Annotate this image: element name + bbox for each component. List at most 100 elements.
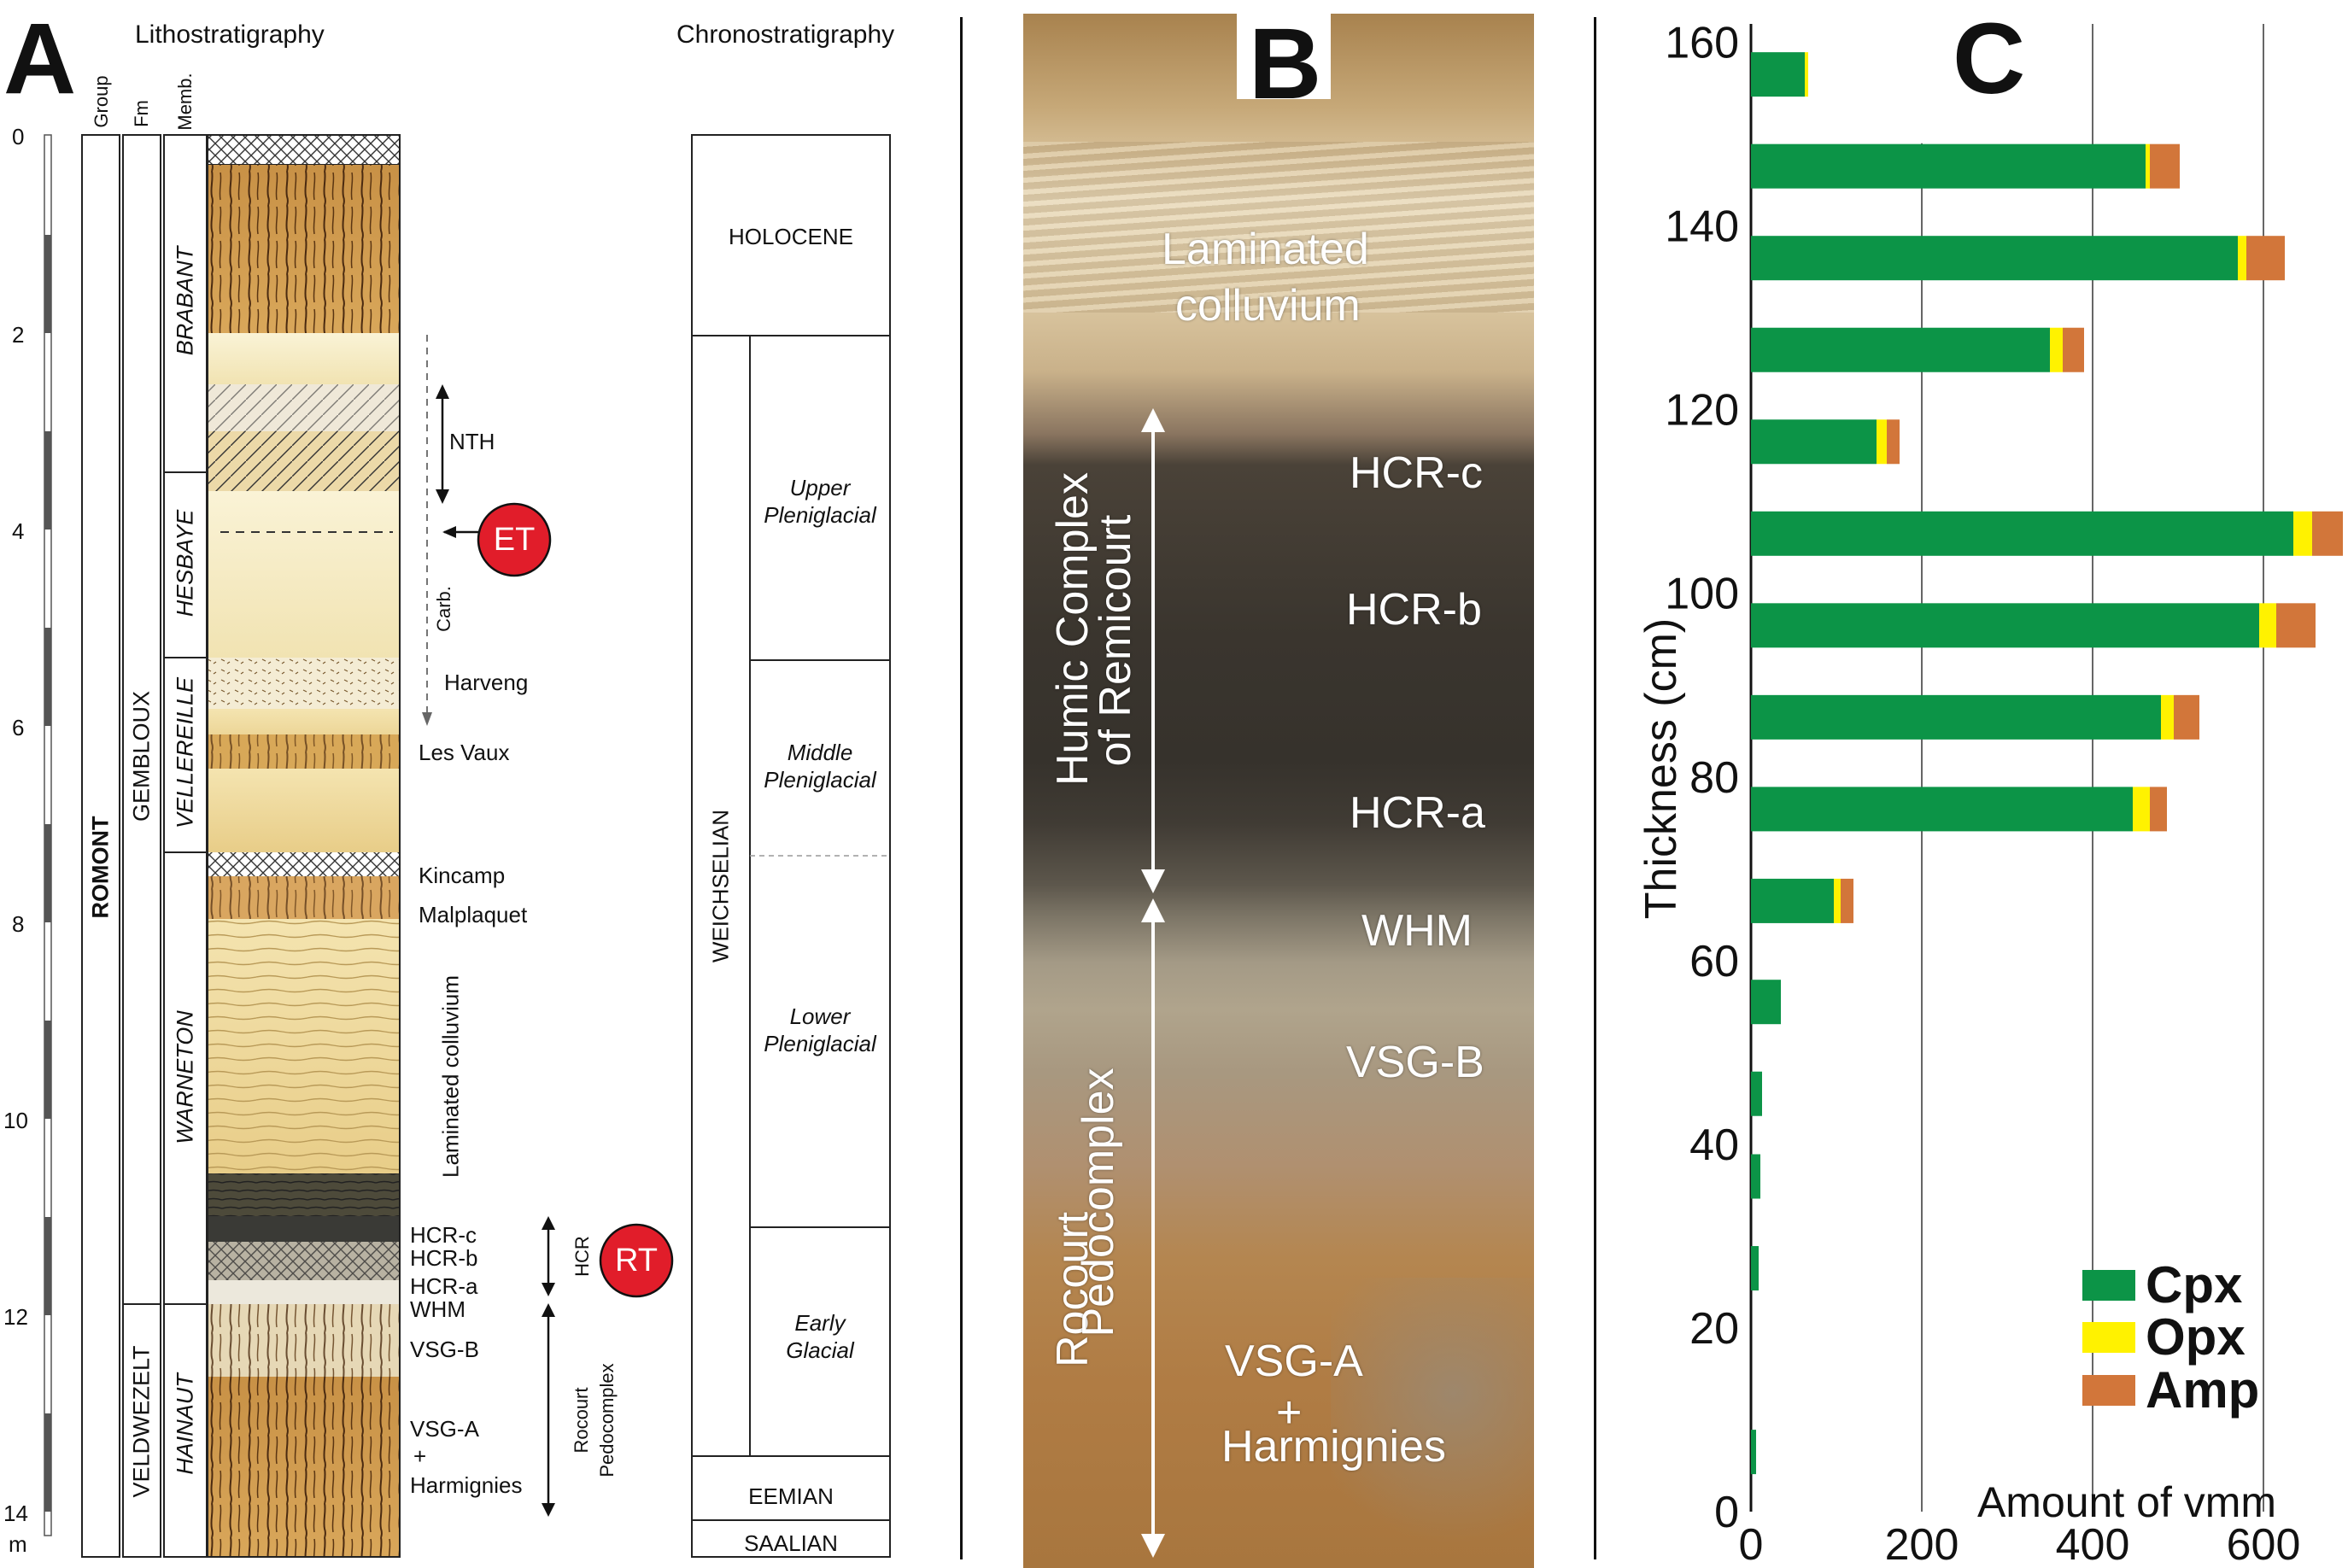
chrono-holocene: HOLOCENE bbox=[729, 224, 853, 249]
bar-opx bbox=[1834, 878, 1841, 923]
chrono-lower-1: Lower bbox=[789, 1003, 851, 1029]
bar-opx bbox=[2133, 787, 2150, 832]
label-hcr-c: HCR-c bbox=[410, 1222, 477, 1248]
photo-label-rocourt-2: Pedocomplex bbox=[1074, 1068, 1123, 1337]
member-brabant: BRABANT bbox=[172, 246, 198, 356]
y-tick-label: 40 bbox=[1689, 1120, 1739, 1170]
y-axis-label: Thickness (cm) bbox=[1637, 618, 1686, 919]
photo-label-plus: + bbox=[1276, 1388, 1303, 1437]
bar-opx bbox=[2050, 327, 2063, 372]
badge-rt: RT bbox=[615, 1242, 658, 1278]
depth-unit: m bbox=[9, 1531, 27, 1557]
bar-cpx bbox=[1751, 1154, 1760, 1199]
label-whm: WHM bbox=[410, 1296, 466, 1322]
chrono-early-2: Glacial bbox=[786, 1337, 854, 1363]
bar-cpx bbox=[1751, 143, 2146, 189]
chrono-early-1: Early bbox=[794, 1310, 846, 1336]
bar-amp bbox=[2150, 143, 2180, 189]
legend-label-opx: Opx bbox=[2146, 1308, 2246, 1366]
bar-cpx bbox=[1751, 1246, 1759, 1291]
chrono-upper-1: Upper bbox=[789, 475, 851, 500]
y-tick-label: 120 bbox=[1665, 386, 1739, 436]
litho-layers bbox=[207, 134, 401, 1558]
label-malplaquet: Malplaquet bbox=[419, 902, 528, 927]
photo-label-laminated-2: colluvium bbox=[1175, 281, 1361, 331]
bar-cpx bbox=[1751, 980, 1781, 1025]
bar-opx bbox=[2146, 143, 2150, 189]
x-tick-label: 0 bbox=[1739, 1520, 1764, 1568]
lithostratigraphy-column bbox=[44, 134, 891, 1558]
depth-tick: 2 bbox=[12, 322, 25, 348]
photo-label-harmignies: Harmignies bbox=[1221, 1422, 1446, 1471]
bar-cpx bbox=[1751, 787, 2133, 832]
bar-cpx bbox=[1751, 878, 1834, 923]
chrono-upper-2: Pleniglacial bbox=[764, 502, 876, 528]
label-hcr-a: HCR-a bbox=[410, 1273, 478, 1299]
member-hainaut: HAINAUT bbox=[172, 1373, 198, 1475]
depth-tick: 14 bbox=[3, 1501, 28, 1526]
y-tick-label: 80 bbox=[1689, 753, 1739, 803]
label-laminated-colluvium: Laminated colluvium bbox=[437, 975, 464, 1179]
label-les-vaux: Les Vaux bbox=[419, 740, 510, 765]
y-tick-label: 100 bbox=[1665, 570, 1739, 619]
bar-amp bbox=[2063, 327, 2084, 372]
depth-tick: 10 bbox=[3, 1108, 28, 1133]
depth-tick: 12 bbox=[3, 1304, 28, 1330]
photo-arrows bbox=[1141, 408, 1165, 1558]
bar-amp bbox=[1887, 419, 1900, 465]
photo-label-vsg-b: VSG-B bbox=[1346, 1038, 1484, 1087]
panel-c-letter: C bbox=[1953, 3, 2026, 115]
col-fm-label: Fm bbox=[131, 100, 152, 127]
bar-opx bbox=[2259, 603, 2276, 648]
bar-cpx bbox=[1751, 327, 2050, 372]
chrono-weichselian: WEICHSELIAN bbox=[707, 809, 734, 963]
label-rocourt-1: Rocourt bbox=[571, 1387, 592, 1454]
photo-label-laminated-1: Laminated bbox=[1162, 225, 1369, 274]
chrono-middle-1: Middle bbox=[787, 740, 853, 765]
x-axis-label: Amount of vmm bbox=[1977, 1478, 2276, 1526]
bar-opx bbox=[1805, 52, 1808, 97]
bar-cpx bbox=[1751, 236, 2238, 281]
depth-tick: 0 bbox=[12, 124, 25, 149]
label-nth: NTH bbox=[449, 429, 495, 454]
separator-ab bbox=[960, 17, 963, 1559]
y-tick-label: 20 bbox=[1689, 1304, 1739, 1354]
legend-label-cpx: Cpx bbox=[2146, 1256, 2242, 1313]
litho-title: Lithostratigraphy bbox=[135, 20, 325, 49]
panel-b-letter: B bbox=[1249, 8, 1322, 120]
label-kincamp: Kincamp bbox=[419, 863, 506, 888]
y-tick-label: 140 bbox=[1665, 202, 1739, 252]
label-harveng: Harveng bbox=[444, 670, 529, 695]
bar-cpx bbox=[1751, 1430, 1756, 1475]
col-group-label: Group bbox=[91, 75, 112, 128]
label-rocourt-2: Pedocomplex bbox=[596, 1363, 618, 1477]
photo-label-hcr-a: HCR-a bbox=[1350, 788, 1485, 838]
label-vsg-a: VSG-A bbox=[410, 1416, 479, 1442]
bar-opx bbox=[2161, 694, 2174, 740]
x-tick-label: 600 bbox=[2227, 1520, 2301, 1568]
x-tick-label: 200 bbox=[1885, 1520, 1959, 1568]
bar-amp bbox=[2312, 511, 2343, 556]
chrono-saalian: SAALIAN bbox=[744, 1530, 838, 1556]
col-memb-label: Memb. bbox=[174, 73, 196, 131]
bar-opx bbox=[2293, 511, 2312, 556]
legend-swatch-amp bbox=[2082, 1375, 2135, 1406]
label-plus: + bbox=[413, 1443, 427, 1469]
photo-gravel bbox=[1331, 1278, 1534, 1568]
label-hcr-b: HCR-b bbox=[410, 1245, 478, 1271]
x-tick-label: 400 bbox=[2056, 1520, 2130, 1568]
bar-cpx bbox=[1751, 511, 2293, 556]
bar-cpx bbox=[1751, 694, 2161, 740]
member-hesbaye: HESBAYE bbox=[172, 509, 198, 617]
legend-label-amp: Amp bbox=[2146, 1361, 2259, 1419]
group-romont: ROMONT bbox=[87, 816, 114, 919]
member-warneton: WARNETON bbox=[172, 1010, 198, 1144]
y-tick-label: 60 bbox=[1689, 937, 1739, 986]
chrono-eemian: EEMIAN bbox=[748, 1483, 834, 1509]
bar-cpx bbox=[1751, 1071, 1762, 1116]
chrono-title: Chronostratigraphy bbox=[676, 20, 895, 49]
photo-label-vsg-a: VSG-A bbox=[1225, 1337, 1363, 1386]
bar-cpx bbox=[1751, 603, 2259, 648]
